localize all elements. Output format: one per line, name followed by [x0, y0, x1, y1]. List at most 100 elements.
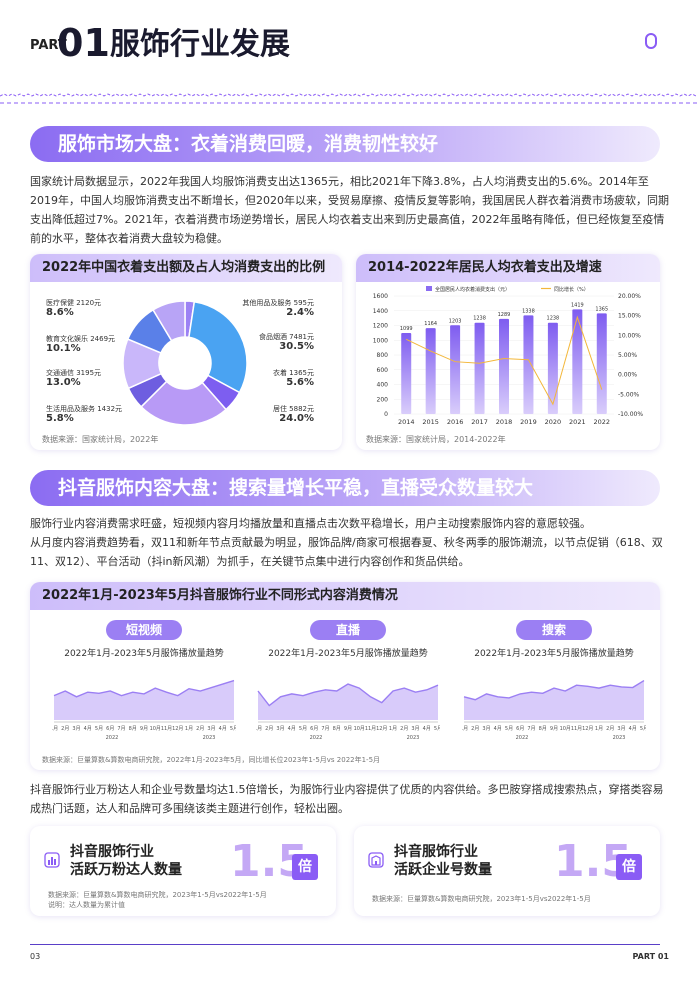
x-tick-label: 2019 [520, 418, 537, 426]
trend-month-label: 5月 [230, 726, 236, 732]
trend-area-2 [464, 680, 644, 720]
trend-month-label: 8月 [129, 726, 137, 732]
kol-source: 数据来源：巨量算数&算数电商研究院，2023年1-5月vs2022年1-5月 [48, 891, 267, 899]
kol-unit: 倍 [292, 854, 318, 880]
section1-paragraph: 国家统计局数据显示，2022年我国人均服饰消费支出达1365元，相比2021年下… [30, 175, 669, 245]
x-tick-label: 2017 [471, 418, 488, 426]
bar-card-title: 2014-2022年居民人均衣着支出及增速 [356, 254, 660, 282]
section3-paragraph: 抖音服饰行业万粉达人和企业号数量均达1.5倍增长，为服饰行业内容提供了优质的内容… [30, 783, 664, 815]
bar-card: 2014-2022年居民人均衣着支出及增速 全国居民人均衣着消费支出（元） 同比增… [356, 254, 660, 450]
y-tick-label: 1600 [373, 293, 388, 300]
x-tick-label: 2020 [545, 418, 562, 426]
trend-month-label: 3月 [411, 726, 419, 732]
bar-2022 [596, 313, 607, 414]
trend-month-label: 11月 [571, 726, 582, 732]
trend-month-label: 2月 [265, 726, 273, 732]
trend-month-label: 1月 [389, 726, 397, 732]
trend-month-label: 12月 [376, 726, 387, 732]
chart-icon [44, 852, 60, 868]
building-icon [368, 852, 384, 868]
trend-month-label: 9月 [344, 726, 352, 732]
pie-label-0: 医疗保健 2120元 8.6% [46, 299, 102, 318]
pie-slice-0 [152, 300, 186, 342]
decor-icon [645, 33, 657, 49]
trend-pill-0: 短视频 [106, 620, 182, 640]
pie-slice-4 [140, 380, 228, 426]
trend-month-label: 2月 [61, 726, 69, 732]
y2-tick-label: 5.00% [618, 352, 637, 359]
trend-card-title: 2022年1月-2023年5月抖音服饰行业不同形式内容消费情况 [30, 582, 660, 610]
bar-line-chart: 全国居民人均衣着消费支出（元） 同比增长（%） 1600 1400 1200 1000 80… [373, 286, 643, 426]
trend-month-label: 7月 [321, 726, 329, 732]
trend-subtitle-2: 2022年1月-2023年5月服饰播放量趋势 [474, 649, 634, 659]
pie-label-3: 生活用品及服务 1432元 5.8% [46, 405, 123, 424]
trend-month-label: 5月 [434, 726, 440, 732]
trend-month-label: 1月 [462, 726, 468, 732]
trend-month-label: 1月 [595, 726, 603, 732]
y2-tick-label: 10.00% [618, 332, 641, 339]
trend-month-label: 5月 [95, 726, 103, 732]
trend-month-label: 6月 [310, 726, 318, 732]
trend-month-label: 3月 [482, 726, 490, 732]
trend-month-label: 10月 [150, 726, 161, 732]
enterprise-unit: 倍 [616, 854, 642, 880]
section2-paragraph-2: 从月度内容消费趋势看，双11和新年节点贡献最为明显，服饰品牌/商家可根据春夏、秋… [30, 536, 663, 568]
y2-tick-label: -10.00% [618, 411, 643, 418]
bar-value-label: 1203 [449, 318, 462, 324]
x-tick-label: 2015 [422, 418, 439, 426]
pie-label-4: 居住 5882元 24.0% [272, 405, 314, 424]
trend-year-label: 2022 [106, 735, 119, 741]
bar-value-label: 1289 [498, 312, 511, 318]
pie-slice-6 [188, 300, 248, 394]
part-number: 01 [57, 21, 110, 65]
trend-month-label: 4月 [84, 726, 92, 732]
x-tick-label: 2018 [496, 418, 513, 426]
pie-chart [122, 300, 248, 426]
trend-year-label: 2022 [516, 735, 529, 741]
trend-month-label: 12月 [172, 726, 183, 732]
trend-subtitle-0: 2022年1月-2023年5月服饰播放量趋势 [64, 649, 224, 659]
x-tick-label: 2021 [569, 418, 586, 426]
bar-value-label: 1419 [571, 302, 584, 308]
pie-label-7: 其他用品及服务 595元 2.4% [242, 299, 314, 318]
bar-value-label: 1238 [547, 316, 560, 322]
footer-part: PART 01 [632, 952, 670, 961]
trend-chart-2: 1月2月3月4月5月6月7月8月9月10月11月12月1月2月3月4月5月202… [462, 679, 646, 741]
bar-value-label: 1099 [400, 326, 413, 332]
trend-month-label: 1月 [52, 726, 58, 732]
trend-year-label: 2023 [613, 735, 626, 741]
trend-year-label: 2022 [310, 735, 323, 741]
y-tick-label: 1200 [373, 323, 388, 330]
x-tick-label: 2022 [594, 418, 611, 426]
pie-card: 2022年中国衣着支出额及占人均消费支出的比例 医疗保健 2120元 8.6% 教… [30, 254, 342, 450]
y2-tick-label: 0.00% [618, 372, 637, 379]
trend-month-label: 6月 [106, 726, 114, 732]
pie-label-1: 教育文化娱乐 2469元 10.1% [46, 335, 116, 354]
trend-month-label: 10月 [354, 726, 365, 732]
bar-2019 [523, 315, 534, 414]
bar-value-label: 1238 [473, 316, 486, 322]
bar-2021 [572, 309, 583, 414]
bar-2014 [401, 332, 412, 414]
trend-month-label: 11月 [365, 726, 376, 732]
trend-month-label: 2月 [471, 726, 479, 732]
trend-month-label: 2月 [196, 726, 204, 732]
trend-line-2 [463, 679, 645, 701]
bar-2017 [474, 322, 485, 414]
enterprise-card-title: 抖音服饰行业 活跃企业号数量 [394, 844, 492, 878]
trend-year-label: 2023 [407, 735, 420, 741]
trend-month-label: 2月 [606, 726, 614, 732]
pie-label-5: 衣着 1365元 5.6% [272, 369, 314, 388]
trend-month-label: 3月 [207, 726, 215, 732]
bar-2016 [450, 325, 461, 414]
trend-month-label: 10月 [560, 726, 571, 732]
trend-month-label: 5月 [640, 726, 646, 732]
y2-tick-label: 15.00% [618, 313, 641, 320]
trend-month-label: 1月 [185, 726, 193, 732]
trend-pill-1: 直播 [310, 620, 386, 640]
pie-label-6: 食品烟酒 7481元 30.5% [258, 333, 314, 352]
bar-2020 [547, 322, 558, 414]
section2-banner: 抖音服饰内容大盘：搜索量增长平稳，直播受众数量较大 [30, 470, 660, 506]
trend-subtitle-1: 2022年1月-2023年5月服饰播放量趋势 [268, 649, 428, 659]
trend-month-label: 7月 [527, 726, 535, 732]
